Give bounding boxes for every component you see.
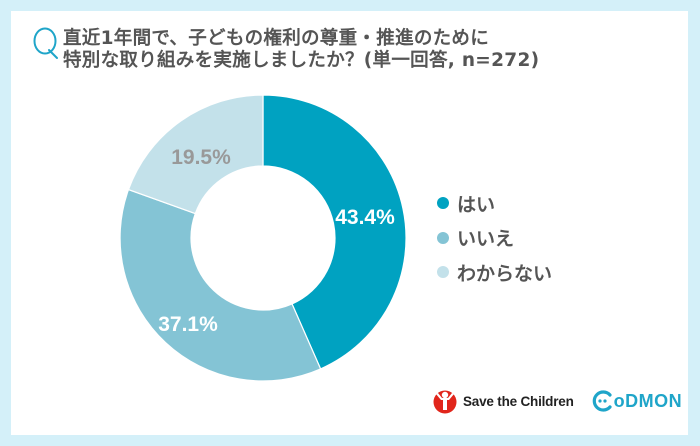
question-line-2: 特別な取り組みを実施しましたか？(単一回答, n=272) [63, 50, 540, 71]
legend-label: いいえ [457, 228, 515, 251]
question-title: 直近1年間で、子どもの権利の尊重・推進のために 特別な取り組みを実施しましたか？… [63, 28, 539, 72]
sponsor-logos: Save the Children oDMON [432, 386, 682, 416]
legend-label: はい [457, 193, 496, 216]
legend-item-no: いいえ [437, 221, 552, 256]
legend-item-yes: はい [437, 186, 552, 221]
slice-unknown [127, 94, 264, 215]
question-q-icon [33, 27, 58, 59]
slice-no [119, 188, 322, 382]
legend-dot-icon [437, 197, 449, 210]
save-the-children-icon [433, 390, 457, 414]
codmon-logo: oDMON [592, 390, 683, 412]
label-unknown: 19.5% [171, 146, 231, 169]
question-line-1: 直近1年間で、子どもの権利の尊重・推進のために [63, 28, 490, 49]
label-no: 37.1% [158, 313, 218, 336]
save-the-children-logo: Save the Children [432, 388, 574, 414]
codmon-text: oDMON [613, 390, 683, 411]
legend-label: わからない [457, 262, 553, 285]
legend-item-unknown: わからない [437, 255, 552, 290]
label-yes: 43.4% [335, 206, 395, 229]
save-the-children-text: Save the Children [463, 393, 574, 409]
codmon-face-icon [592, 390, 612, 412]
slice-yes [262, 94, 407, 370]
legend-dot-icon [437, 231, 449, 244]
legend-dot-icon [437, 266, 449, 279]
chart-legend: はい いいえ わからない [437, 186, 552, 290]
